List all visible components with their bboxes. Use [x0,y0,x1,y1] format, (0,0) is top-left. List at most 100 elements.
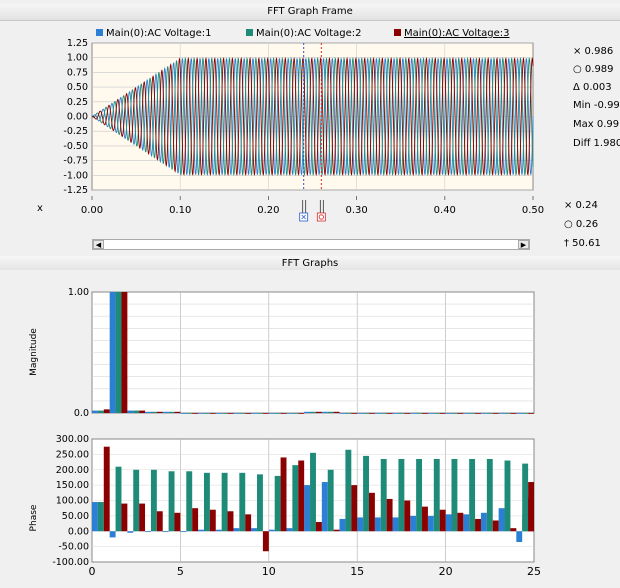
fft-bar-series-1 [374,517,381,532]
fft-bar-series-1 [463,514,470,532]
fft-bar-series-2 [239,413,246,414]
cursor-o-handle [319,200,324,214]
time-y-tick-label: 1.25 [67,38,88,49]
fft-x-tick-label: 20 [439,565,453,578]
time-x-tick-label: 0.20 [257,205,279,216]
fft-bar-series-2 [433,413,440,414]
fft-y-tick-label: 200.00 [56,465,89,476]
time-y-tick-label: 0.50 [67,82,88,93]
fft-bar-series-3 [368,413,375,414]
fft-bar-series-3 [351,413,358,414]
scroll-left-button[interactable]: ◀ [93,240,104,249]
fft-bar-series-1 [162,411,169,413]
fft-bar-series-2 [150,411,157,413]
fft-bar-series-3 [457,413,464,414]
fft-y-tick-label: 100.00 [56,496,89,507]
magnitude-chart[interactable]: 1.00 0.0 Magnitude [0,270,620,420]
fft-bar-series-1 [480,512,487,532]
fft-bar-series-2 [97,410,104,413]
fft-x-tick-label: 0 [89,565,96,578]
fft-bar-series-2 [504,413,511,414]
fft-y-tick-label: 150.00 [56,480,89,491]
magnitude-axis-label: Magnitude [29,328,39,376]
fft-bar-series-2 [133,469,140,532]
fft-bar-series-1 [357,517,364,532]
fft-bar-series-1 [339,518,346,532]
time-y-tick-label: -1.25 [63,185,88,196]
fft-section-title: FFT Graphs [281,258,339,269]
fft-bar-series-3 [298,460,305,532]
legend-item-2[interactable]: Main(0):AC Voltage:2 [246,27,361,41]
fft-bar-series-1 [109,292,116,413]
fft-bar-series-1 [92,502,98,532]
fft-bar-series-2 [469,413,476,414]
fft-bar-series-3 [528,497,534,532]
waveform-series-1 [91,58,534,175]
fft-bar-series-3 [227,511,234,532]
window-title: FFT Graph Frame [267,6,353,17]
fft-bar-series-3 [209,509,216,532]
time-y-tick-label: 0.25 [67,97,88,108]
fft-bar-series-2 [451,458,458,532]
time-x-tick-label: 0.50 [522,205,544,216]
fft-bar-series-1 [498,508,505,532]
time-x-tick-label: 0.30 [345,205,367,216]
fft-bar-series-3 [103,446,110,532]
fft-bar-series-1 [410,413,417,414]
fft-bar-series-1 [392,517,399,532]
fft-bar-series-2 [97,502,104,532]
fft-bar-series-3 [510,413,517,414]
fft-x-tick-label: 10 [262,565,276,578]
fft-bar-series-1 [215,529,222,532]
fft-bar-series-2 [292,465,299,532]
legend-swatch-2 [246,28,253,36]
legend-item-1[interactable]: Main(0):AC Voltage:1 [96,27,211,41]
fft-bar-series-1 [516,531,523,543]
phase-chart[interactable]: 300.00 250.00 200.00 150.00 100.00 50.00 0.00 -… [0,422,620,588]
stat-delta: Δ 0.003 [573,82,612,93]
scroll-right-button[interactable]: ▶ [518,240,529,249]
fft-bar-series-3 [333,411,340,413]
fft-bar-series-2 [363,455,369,532]
fft-bar-series-3 [422,506,428,532]
fft-bar-series-1 [392,413,399,414]
fft-bar-series-1 [286,528,293,532]
fft-bar-series-1 [339,413,346,414]
fft-bar-series-2 [203,413,210,414]
fft-bar-series-3 [333,529,340,532]
fft-bar-series-3 [209,413,216,414]
fft-bar-series-2 [274,413,281,414]
fft-bar-series-1 [286,413,293,414]
fft-bar-series-3 [139,410,146,413]
fft-bar-series-3 [280,413,287,414]
fft-bar-series-2 [327,411,334,413]
fft-bar-series-2 [469,458,476,532]
fft-bar-series-1 [92,410,98,413]
fft-y-tick-label: 300.00 [56,434,89,445]
fft-bar-series-1 [233,413,240,414]
fft-bar-series-2 [345,449,352,532]
fft-bar-series-1 [516,413,523,414]
fft-bar-series-2 [522,413,529,414]
legend: Main(0):AC Voltage:1 Main(0):AC Voltage:… [96,27,536,41]
time-scrollbar[interactable]: ◀ ▶ [92,239,530,250]
fft-bar-series-1 [251,528,258,532]
legend-swatch-1 [96,28,103,36]
fft-bar-series-2 [274,475,281,532]
stat-min: Min -0.990 [573,100,620,111]
fft-bar-series-1 [127,531,134,533]
fft-bar-series-1 [498,413,505,414]
fft-bar-series-3 [227,413,234,414]
fft-bar-series-2 [310,411,316,413]
fft-bar-series-1 [427,515,434,532]
fft-bar-series-1 [198,529,204,532]
fft-bar-series-3 [121,503,128,532]
fft-bar-series-2 [186,471,193,532]
time-y-tick-label: -1.00 [63,170,88,181]
fft-bar-series-1 [304,411,311,413]
time-axis-label: x [37,203,43,214]
time-domain-chart[interactable]: 1.25 1.00 0.75 0.50 0.25 0.00 -0.25 -0.50 -0.75 -… [0,0,620,260]
legend-item-3[interactable]: Main(0):AC Voltage:3 [394,27,509,41]
fft-x-tick-label: 5 [177,565,184,578]
time-stat-delta: † 50.61 [564,238,601,249]
